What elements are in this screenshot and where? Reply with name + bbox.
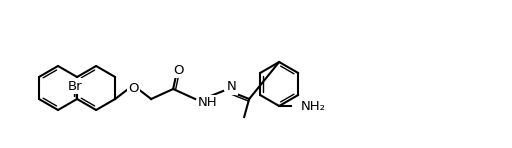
Text: N: N [227, 81, 237, 94]
Text: O: O [173, 63, 183, 77]
Text: O: O [128, 82, 138, 95]
Text: Br: Br [68, 79, 82, 92]
Text: NH: NH [198, 96, 218, 110]
Text: NH₂: NH₂ [301, 99, 326, 112]
